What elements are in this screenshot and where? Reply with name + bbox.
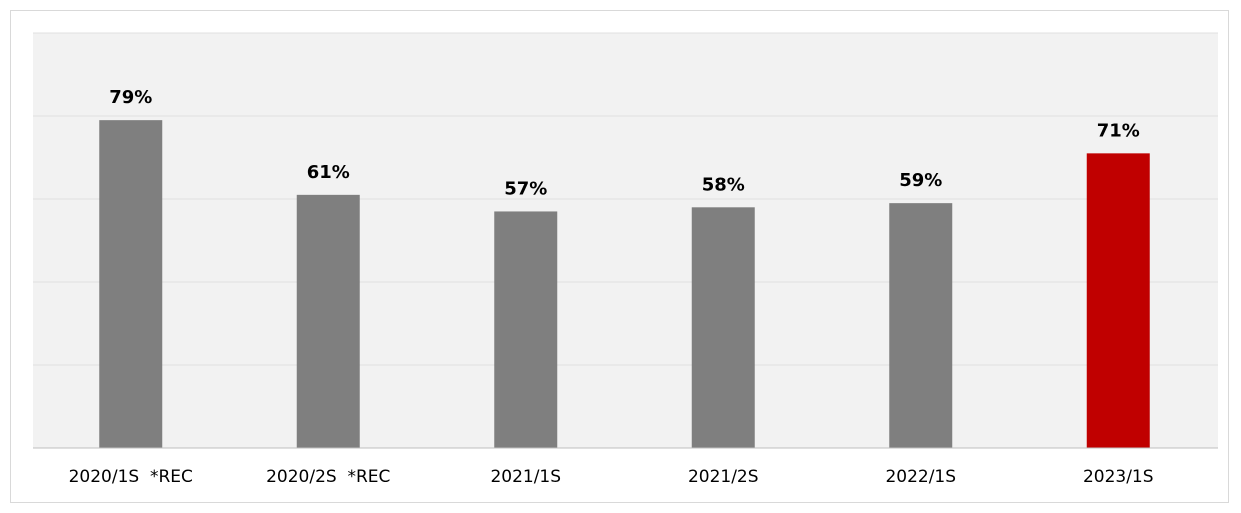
bar-3 [494, 211, 558, 448]
value-label-2: 61% [307, 162, 350, 183]
category-label-2: 2020/2S *REC [266, 467, 390, 487]
gridlines [33, 32, 1218, 366]
bars [99, 120, 1150, 449]
category-labels: 2020/1S *REC 2020/2S *REC 2021/1S 2021/2S 20… [69, 467, 1154, 487]
category-label-4: 2021/2S [688, 467, 759, 487]
value-label-3: 57% [504, 178, 547, 199]
bar-5 [889, 203, 953, 448]
category-label-6: 2023/1S [1083, 467, 1154, 487]
value-label-6: 71% [1097, 120, 1140, 141]
bar-2 [296, 194, 360, 448]
category-label-5: 2022/1S [885, 467, 956, 487]
value-label-5: 59% [899, 170, 942, 191]
value-label-4: 58% [702, 174, 745, 195]
value-labels: 79% 61% 57% 58% 59% 71% [109, 87, 1140, 199]
category-label-1: 2020/1S *REC [69, 467, 193, 487]
bar-6 [1086, 153, 1150, 448]
bar-4 [691, 207, 755, 448]
category-label-3: 2021/1S [490, 467, 561, 487]
value-label-1: 79% [109, 87, 152, 108]
plot-area [33, 33, 1218, 448]
bar-1 [99, 120, 163, 449]
